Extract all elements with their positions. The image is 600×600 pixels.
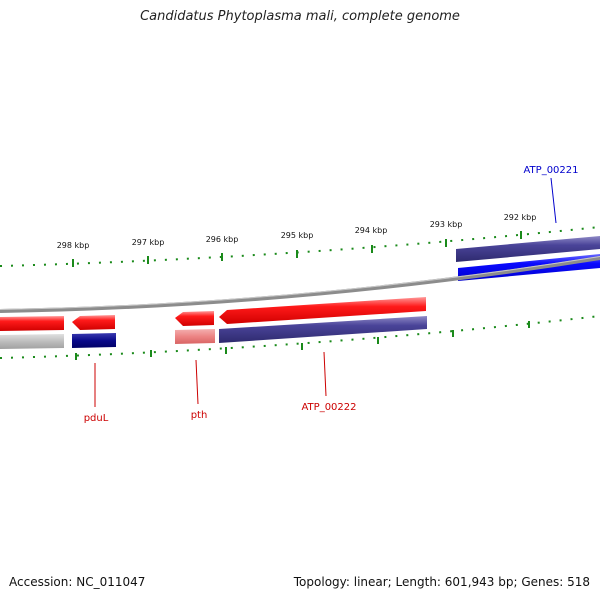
genome-summary: Topology: linear; Length: 601,943 bp; Ge…	[293, 575, 590, 589]
outer-tick-ruler	[0, 226, 600, 267]
cds-atp00222-arrow	[219, 297, 426, 324]
feature-pduL-navy	[72, 333, 116, 348]
leader-line-pth	[195, 359, 199, 405]
accession-label: Accession: NC_011047	[9, 575, 146, 589]
cds-pth-arrow	[175, 311, 214, 326]
tick-label: 297 kbp	[132, 238, 165, 247]
feature-atp00221-dark	[456, 236, 600, 262]
inner-tick-ruler	[0, 315, 600, 360]
cds-left-forward	[0, 316, 64, 331]
gene-label-pth: pth	[191, 410, 208, 421]
leader-line-atp00221	[550, 177, 557, 224]
leader-line-atp00222	[323, 351, 327, 397]
feature-pth-pink	[175, 329, 215, 344]
gene-label-pduL: pduL	[84, 413, 109, 424]
feature-atp00222-purple	[219, 316, 427, 343]
gene-label-atp00221: ATP_00221	[523, 165, 578, 176]
genome-backbone	[0, 256, 600, 313]
tick-label: 294 kbp	[355, 226, 388, 235]
tick-label: 293 kbp	[430, 220, 463, 229]
cds-pduL-arrow	[72, 315, 115, 330]
tick-label: 292 kbp	[504, 213, 537, 222]
page-title: Candidatus Phytoplasma mali, complete ge…	[140, 9, 460, 24]
gene-label-atp00222: ATP_00222	[301, 402, 356, 413]
feature-left-gray	[0, 334, 64, 349]
tick-label: 295 kbp	[281, 231, 314, 240]
tick-label: 296 kbp	[206, 235, 239, 244]
tick-label: 298 kbp	[57, 241, 90, 250]
